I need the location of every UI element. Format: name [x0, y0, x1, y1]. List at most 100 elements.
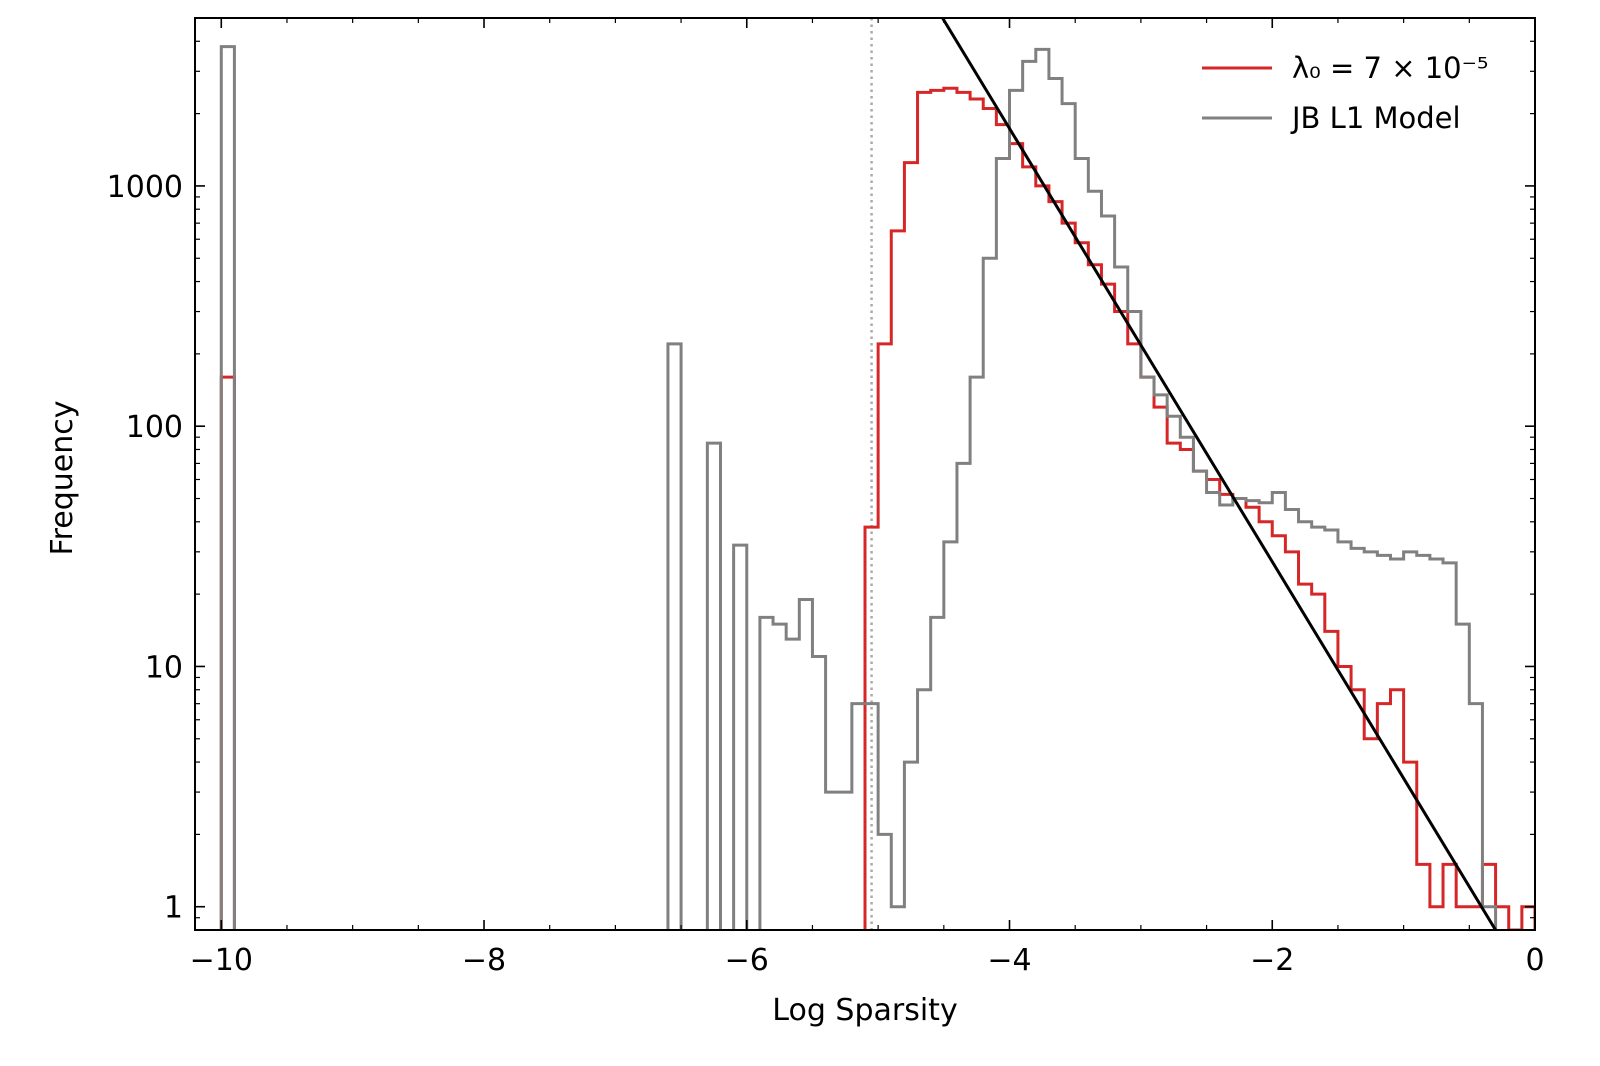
series-0-bin [1062, 223, 1075, 935]
series-1-bin [878, 834, 891, 935]
series-1-bin [1075, 159, 1088, 935]
x-tick-label: −8 [462, 943, 506, 978]
series-1-bin [1154, 395, 1167, 935]
series-0-bin [1075, 243, 1088, 935]
series-1-bin [944, 542, 957, 935]
x-tick-label: −2 [1250, 943, 1294, 978]
series-1-bin [1456, 624, 1469, 935]
series-1-bin [1312, 527, 1325, 935]
x-tick-label: 0 [1525, 943, 1544, 978]
series-1-bin [839, 792, 852, 935]
series-0-bin [1180, 449, 1193, 935]
series-0-bin [1443, 864, 1456, 935]
series-0-bin [1259, 522, 1272, 935]
series-1-bin [1338, 542, 1351, 935]
series-0-bin [1167, 443, 1180, 935]
series-1-bin [826, 792, 839, 935]
series-1-bin [786, 639, 799, 935]
series-0-bin [1023, 167, 1036, 935]
y-tick-label: 10 [145, 650, 183, 685]
series-1-bin [1010, 90, 1023, 935]
series-0-bin [1338, 666, 1351, 935]
series-1-bin [1180, 437, 1193, 935]
series-0-bin [1101, 284, 1114, 935]
series-1-bin [707, 443, 720, 935]
y-axis-title: Frequency [45, 401, 80, 556]
series-0-bin [1417, 864, 1430, 935]
series-1-bin [1351, 548, 1364, 935]
series-0-bin [1325, 631, 1338, 935]
series-1-bin [1364, 552, 1377, 935]
series-1-bin [799, 599, 812, 935]
legend: λ₀ = 7 × 10⁻⁵ JB L1 Model [1202, 51, 1489, 135]
series-1-bin [773, 624, 786, 935]
series-0-bin [1364, 739, 1377, 935]
series-0-bin [970, 99, 983, 935]
series-0-bin [1299, 584, 1312, 935]
series-1-bin [1207, 492, 1220, 935]
series-1-bin [1272, 492, 1285, 935]
series-0-bin [878, 344, 891, 935]
series-0-bin [1154, 407, 1167, 935]
series-1-bin [918, 690, 931, 935]
y-tick-label: 1 [164, 891, 183, 926]
series-1-step-line [219, 45, 1498, 930]
series-1-bin [1167, 416, 1180, 935]
series-1-bin [1417, 555, 1430, 935]
series-layer [219, 18, 1535, 935]
series-0-bin [1036, 186, 1049, 935]
series-0-bin [1141, 377, 1154, 935]
series-0-bin [1049, 202, 1062, 935]
series-0-bin [1233, 499, 1246, 935]
series-1-bin [983, 258, 996, 935]
series-1-bin [1141, 377, 1154, 935]
series-0-bin [1115, 312, 1128, 935]
series-1-bin [1390, 559, 1403, 935]
series-0-bin [1246, 507, 1259, 935]
series-1-bin [1325, 530, 1338, 935]
series-1-bin [1233, 499, 1246, 935]
series-0-bin [1088, 265, 1101, 935]
series-1-bin [668, 344, 681, 935]
legend-label-series-0: λ₀ = 7 × 10⁻⁵ [1292, 51, 1489, 85]
series-0-bin [891, 231, 904, 935]
series-0-bin [1390, 690, 1403, 935]
series-1-bin [1285, 510, 1298, 935]
legend-label-series-1: JB L1 Model [1290, 101, 1461, 135]
series-1-bin [1023, 61, 1036, 935]
series-0-bin [1193, 471, 1206, 935]
series-1-bin [734, 545, 747, 935]
ticks-layer: −10 −8 −6 −4 −2 0 1 10 100 1000 [107, 17, 1545, 978]
x-axis-title: Log Sparsity [772, 993, 957, 1028]
series-0-bin [996, 125, 1009, 935]
series-0-bin [1207, 479, 1220, 935]
series-1-bin [1193, 471, 1206, 935]
y-tick-label: 1000 [107, 170, 183, 205]
series-0-bin [1272, 536, 1285, 935]
series-1-bin [221, 47, 234, 935]
series-1-bin [996, 159, 1009, 935]
series-1-bin [852, 704, 865, 935]
series-1-bin [1101, 216, 1114, 935]
series-0-bin [1128, 344, 1141, 935]
series-0-bin [865, 527, 878, 935]
series-1-bin [1404, 552, 1417, 935]
series-1-bin [1220, 505, 1233, 935]
fit-line [941, 18, 1497, 930]
series-1-bin [957, 463, 970, 935]
series-0-bin [1351, 690, 1364, 935]
series-1-bin [1115, 267, 1128, 935]
x-tick-label: −6 [725, 943, 769, 978]
series-1-bin [1430, 559, 1443, 935]
series-0-bin [904, 163, 917, 935]
series-0-bin [957, 92, 970, 935]
y-tick-label: 100 [126, 410, 183, 445]
series-0-bin [1220, 494, 1233, 935]
series-1-bin [1246, 501, 1259, 935]
series-1-bin [1128, 312, 1141, 935]
x-tick-label: −10 [190, 943, 253, 978]
series-1-bin [1443, 563, 1456, 935]
series-1-bin [904, 762, 917, 935]
axes-frame [194, 17, 1536, 931]
series-0-bin [918, 92, 931, 935]
